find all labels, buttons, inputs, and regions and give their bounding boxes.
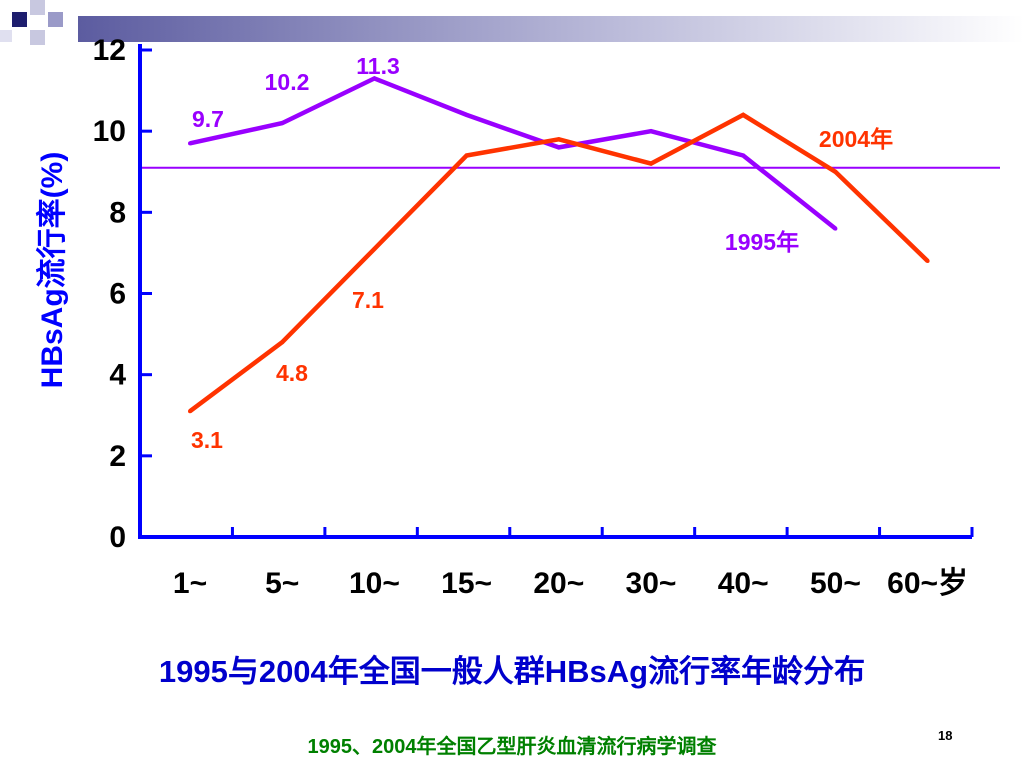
series-line-1995 [189,75,837,231]
y-tick-label: 12 [93,34,126,67]
data-point [372,76,377,81]
y-tick-label: 4 [109,359,126,392]
data-point [649,161,653,166]
data-label: 3.1 [191,427,223,453]
data-point [188,409,192,414]
source-note: 1995、2004年全国乙型肝炎血清流行病学调查 [307,736,717,758]
x-tick-label: 60~岁 [887,567,968,600]
y-tick-label: 10 [93,115,126,148]
data-point [464,112,469,117]
x-tick-label: 5~ [265,567,299,600]
data-point [280,340,285,345]
chart-title: 1995与2004年全国一般人群HBsAg流行率年龄分布 [158,654,866,689]
data-point [188,141,192,146]
x-tick-label: 10~ [349,567,400,600]
data-label: 7.1 [352,287,384,313]
data-point [741,112,746,117]
data-point [464,153,469,158]
data-point [372,246,377,251]
series-name-label: 1995年 [725,229,799,255]
slide-corner-decoration [0,0,1024,45]
data-point [833,169,838,174]
x-tick-label: 15~ [441,567,492,600]
page-number: 18 [938,728,953,743]
x-tick-label: 50~ [810,567,861,600]
data-point [925,259,930,264]
data-point [280,121,285,126]
data-label: 4.8 [276,360,308,386]
x-tick-label: 20~ [533,567,584,600]
data-point [741,153,746,158]
data-point [556,145,561,150]
x-tick-label: 40~ [718,567,769,600]
series-name-label: 2004年 [819,126,893,152]
x-tick-label: 30~ [626,567,677,600]
y-axis-title: HBsAg流行率(%) [36,152,69,389]
data-point [833,226,838,231]
data-label: 9.7 [192,106,224,132]
y-tick-label: 2 [109,440,126,473]
y-tick-label: 0 [109,521,126,554]
data-point [649,129,653,134]
data-label: 10.2 [265,69,310,95]
y-tick-label: 8 [109,196,126,229]
y-tick-label: 6 [109,278,126,311]
x-tick-label: 1~ [173,567,207,600]
data-label: 11.3 [356,53,400,79]
line-chart: 0 2 4 6 8 10 12 1~ 5~ 10~ 15~ 20~ 30~ 40~ 50~ 60~岁 HBsAg… [36,34,1000,600]
data-point [556,137,561,142]
